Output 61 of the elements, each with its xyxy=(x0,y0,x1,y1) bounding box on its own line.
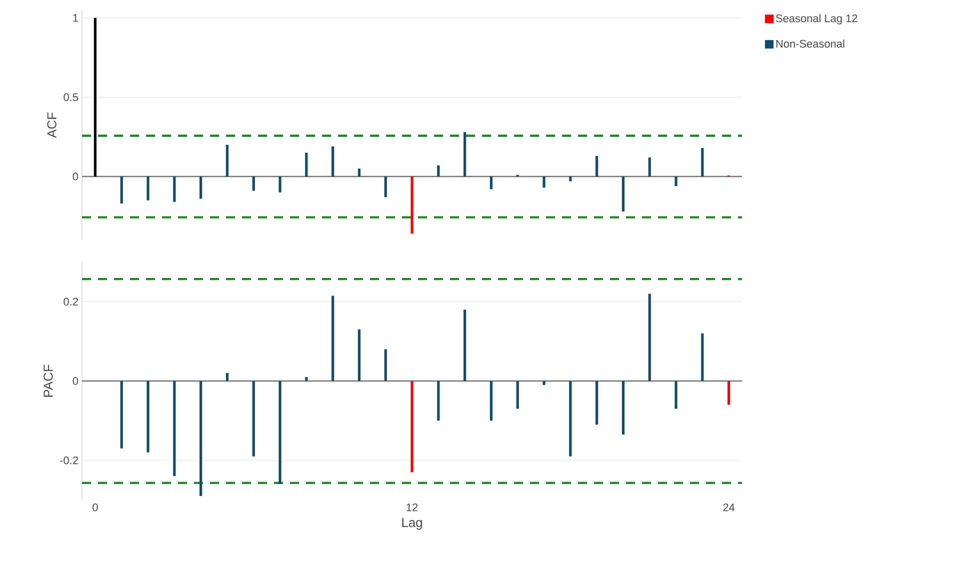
bar xyxy=(120,176,123,204)
legend-label: Seasonal Lag 12 xyxy=(776,14,858,24)
bar xyxy=(437,165,440,177)
bar xyxy=(596,156,598,177)
bar xyxy=(226,144,229,177)
bar xyxy=(464,132,466,177)
bar xyxy=(569,176,572,182)
bar xyxy=(278,380,282,484)
bar xyxy=(200,380,202,496)
bar xyxy=(173,176,176,202)
bar xyxy=(569,380,572,456)
bar xyxy=(674,176,678,186)
bar xyxy=(437,380,440,421)
y-axis-title: PACF xyxy=(44,364,53,397)
bar xyxy=(490,380,493,421)
bar xyxy=(252,176,255,191)
bar xyxy=(701,333,704,381)
y-tick-label: 0.2 xyxy=(64,298,78,306)
bar xyxy=(252,380,255,456)
bar xyxy=(146,380,150,452)
x-tick-label: 24 xyxy=(723,504,735,512)
bar xyxy=(464,310,466,381)
bar xyxy=(120,380,123,448)
y-axis-title: ACF xyxy=(47,112,56,138)
x-tick-label: 0 xyxy=(92,504,98,512)
bar xyxy=(410,176,414,234)
bar xyxy=(332,296,334,381)
y-tick-label: 0.5 xyxy=(64,93,78,102)
bar xyxy=(596,380,598,425)
y-tick-label: -0.2 xyxy=(60,456,78,464)
bar xyxy=(674,380,678,409)
bar xyxy=(622,380,625,435)
bar xyxy=(648,294,651,381)
bar xyxy=(358,329,361,381)
bar xyxy=(226,373,229,381)
bar xyxy=(94,18,97,177)
bar xyxy=(701,148,704,177)
bar xyxy=(384,349,387,381)
legend-label: Non-Seasonal xyxy=(776,40,844,48)
bar xyxy=(728,380,730,405)
bar xyxy=(410,380,414,472)
bar xyxy=(358,168,361,177)
bar xyxy=(384,176,387,198)
bar xyxy=(516,380,519,409)
bar xyxy=(490,176,493,190)
x-tick-label: 12 xyxy=(406,504,418,512)
bar xyxy=(648,158,651,177)
y-tick-label: 1 xyxy=(73,14,78,22)
y-tick-label: 0 xyxy=(72,172,78,180)
bar xyxy=(305,152,308,177)
bar xyxy=(622,176,625,212)
x-axis-title: Lag xyxy=(402,518,422,530)
bar xyxy=(173,380,176,476)
bar xyxy=(278,176,282,192)
bar xyxy=(200,176,202,199)
bar xyxy=(305,377,308,381)
bar xyxy=(332,146,334,177)
bar xyxy=(146,176,150,200)
bar xyxy=(542,380,546,385)
bar xyxy=(542,176,546,188)
y-tick-label: 0 xyxy=(72,377,78,385)
